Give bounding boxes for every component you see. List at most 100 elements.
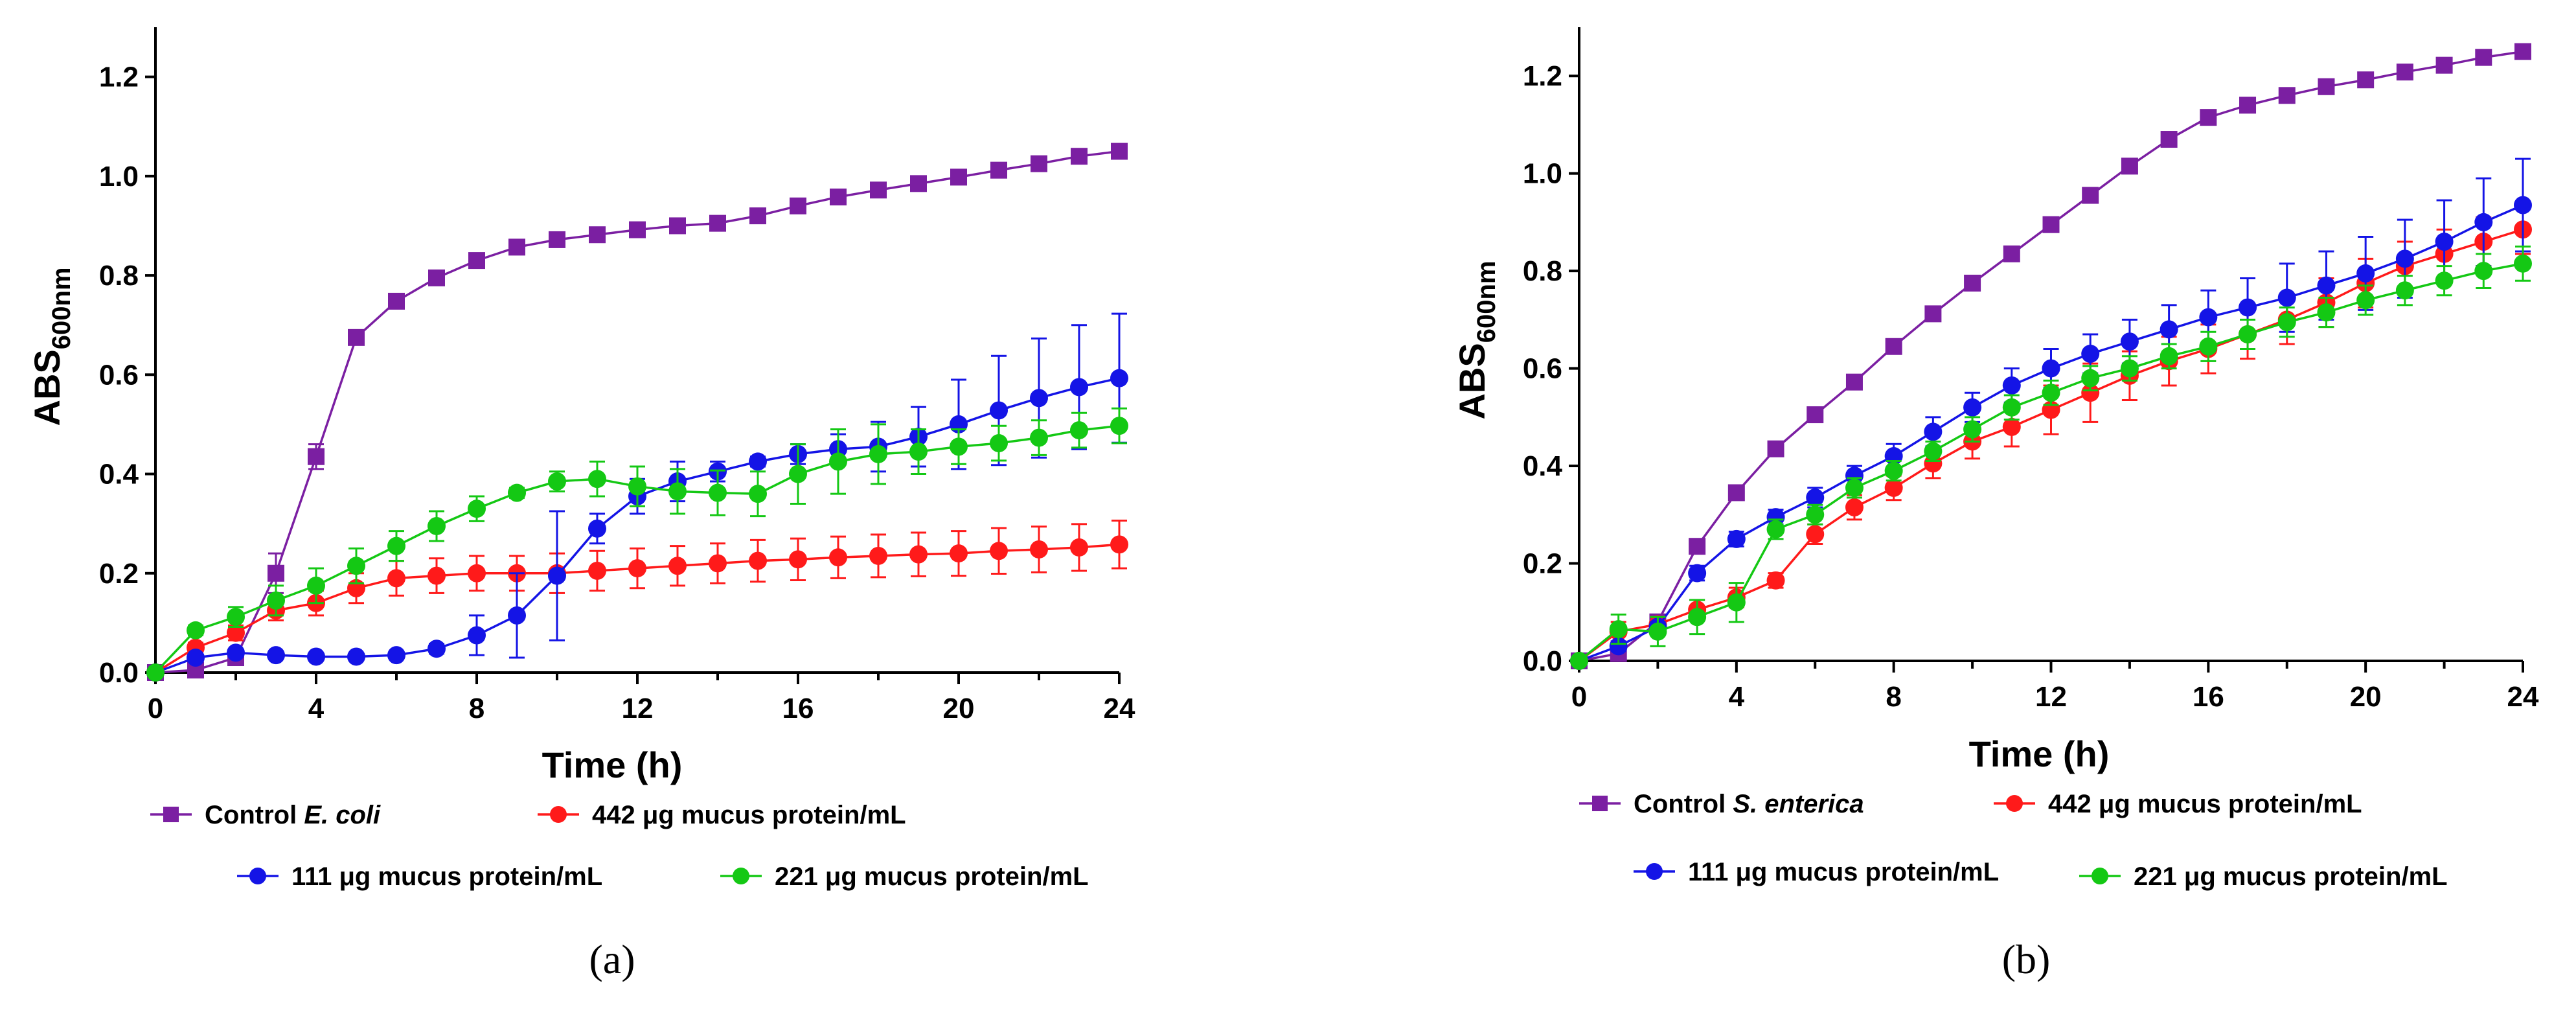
data-point xyxy=(1070,421,1088,440)
data-point xyxy=(2514,43,2531,60)
data-point xyxy=(1110,369,1128,387)
legend-label-italic: E. coli xyxy=(304,801,381,829)
y-tick-label: 0.6 xyxy=(99,359,139,391)
data-point xyxy=(2199,308,2218,327)
legend-label: 442 μg mucus protein/mL xyxy=(2048,790,2362,818)
legend-marker xyxy=(2006,795,2023,812)
y-tick-label: 1.0 xyxy=(99,161,139,192)
x-tick-label: 16 xyxy=(2193,681,2224,713)
data-point xyxy=(2002,417,2021,436)
legend-marker xyxy=(733,868,749,884)
data-point xyxy=(1648,622,1667,641)
data-point xyxy=(267,646,285,665)
legend-item: 111 μg mucus protein/mL xyxy=(1634,858,1999,886)
y-tick-label: 0.0 xyxy=(1523,645,1562,677)
legend-label: 221 μg mucus protein/mL xyxy=(2134,862,2448,891)
x-tick-label: 20 xyxy=(943,693,975,724)
data-point xyxy=(2160,131,2178,148)
data-point xyxy=(2081,369,2100,387)
data-point xyxy=(990,401,1008,420)
legend-item: 221 μg mucus protein/mL xyxy=(720,862,1089,891)
chart-panel-a: ABS600nm Time (h) (a) 0.0 0.2 0.4 0.6 0.8 1.0… xyxy=(27,27,1135,982)
data-point xyxy=(2474,262,2493,281)
data-point xyxy=(749,452,767,471)
data-point xyxy=(1963,398,1982,417)
series-1 xyxy=(147,143,1128,681)
data-point xyxy=(2356,264,2375,282)
y-tick-label: 1.2 xyxy=(1523,60,1562,92)
x-tick-label: 16 xyxy=(782,693,814,724)
data-point xyxy=(869,444,887,463)
data-point xyxy=(2277,288,2296,307)
data-point xyxy=(2120,332,2139,351)
data-point xyxy=(227,623,245,642)
data-point xyxy=(749,207,766,225)
data-point xyxy=(909,545,928,564)
data-point xyxy=(629,221,646,238)
data-point xyxy=(1609,637,1628,656)
panel-label-b: (b) xyxy=(2002,936,2051,982)
legend-marker xyxy=(1646,863,1663,880)
data-point xyxy=(588,519,606,538)
data-point xyxy=(2082,187,2099,204)
data-point xyxy=(1110,535,1128,554)
legend-label: 442 μg mucus protein/mL xyxy=(592,801,906,829)
series-2 xyxy=(1570,204,2532,670)
data-point xyxy=(2042,216,2060,233)
data-point xyxy=(1570,652,1588,670)
legend-label: 111 μg mucus protein/mL xyxy=(1688,858,1999,886)
data-point xyxy=(2239,325,2257,343)
data-point xyxy=(227,643,245,662)
data-point xyxy=(789,465,807,483)
data-point xyxy=(709,554,727,573)
data-point xyxy=(2474,213,2493,231)
data-point xyxy=(1070,538,1088,557)
legend-marker xyxy=(2092,868,2108,884)
series-4 xyxy=(1570,246,2532,670)
legend-marker xyxy=(163,807,179,822)
legend-label-italic: S. enterica xyxy=(1733,790,1864,818)
data-point xyxy=(2475,49,2492,66)
data-point xyxy=(1766,520,1785,538)
data-point xyxy=(2356,291,2375,310)
data-point xyxy=(387,536,405,555)
data-point xyxy=(2239,97,2257,114)
data-point xyxy=(588,561,606,580)
data-point xyxy=(2514,254,2532,273)
data-point xyxy=(669,217,686,235)
data-point xyxy=(427,566,446,585)
y-tick-label: 0.8 xyxy=(1523,255,1562,287)
data-point xyxy=(709,214,726,232)
data-point xyxy=(2239,298,2257,317)
legend-marker xyxy=(1592,796,1608,811)
data-point xyxy=(1884,461,1903,480)
data-point xyxy=(2200,109,2217,126)
data-point xyxy=(2435,233,2454,251)
data-point xyxy=(2121,157,2138,175)
data-point xyxy=(2160,320,2178,339)
data-point xyxy=(1766,571,1785,590)
data-point xyxy=(1688,564,1707,582)
data-point xyxy=(187,649,205,667)
y-tick-label: 0.4 xyxy=(99,459,139,490)
data-point xyxy=(1845,498,1864,517)
data-point xyxy=(909,443,928,461)
data-point xyxy=(830,189,847,206)
data-point xyxy=(668,557,687,575)
data-point xyxy=(910,175,927,192)
data-point xyxy=(468,252,485,270)
data-point xyxy=(347,647,365,666)
data-point xyxy=(1030,389,1048,408)
data-point xyxy=(2042,384,2060,402)
data-point xyxy=(1030,428,1048,447)
data-point xyxy=(628,477,646,496)
data-point xyxy=(1767,440,1784,457)
y-axis-title-b: ABS600nm xyxy=(1452,261,1501,420)
data-point xyxy=(2277,313,2296,332)
data-point xyxy=(146,663,165,682)
data-point xyxy=(548,566,566,585)
data-point xyxy=(508,483,526,502)
legend-item: 442 μg mucus protein/mL xyxy=(538,801,906,829)
x-tick-label: 24 xyxy=(2507,681,2539,713)
y-tick-label: 0.8 xyxy=(99,260,139,292)
